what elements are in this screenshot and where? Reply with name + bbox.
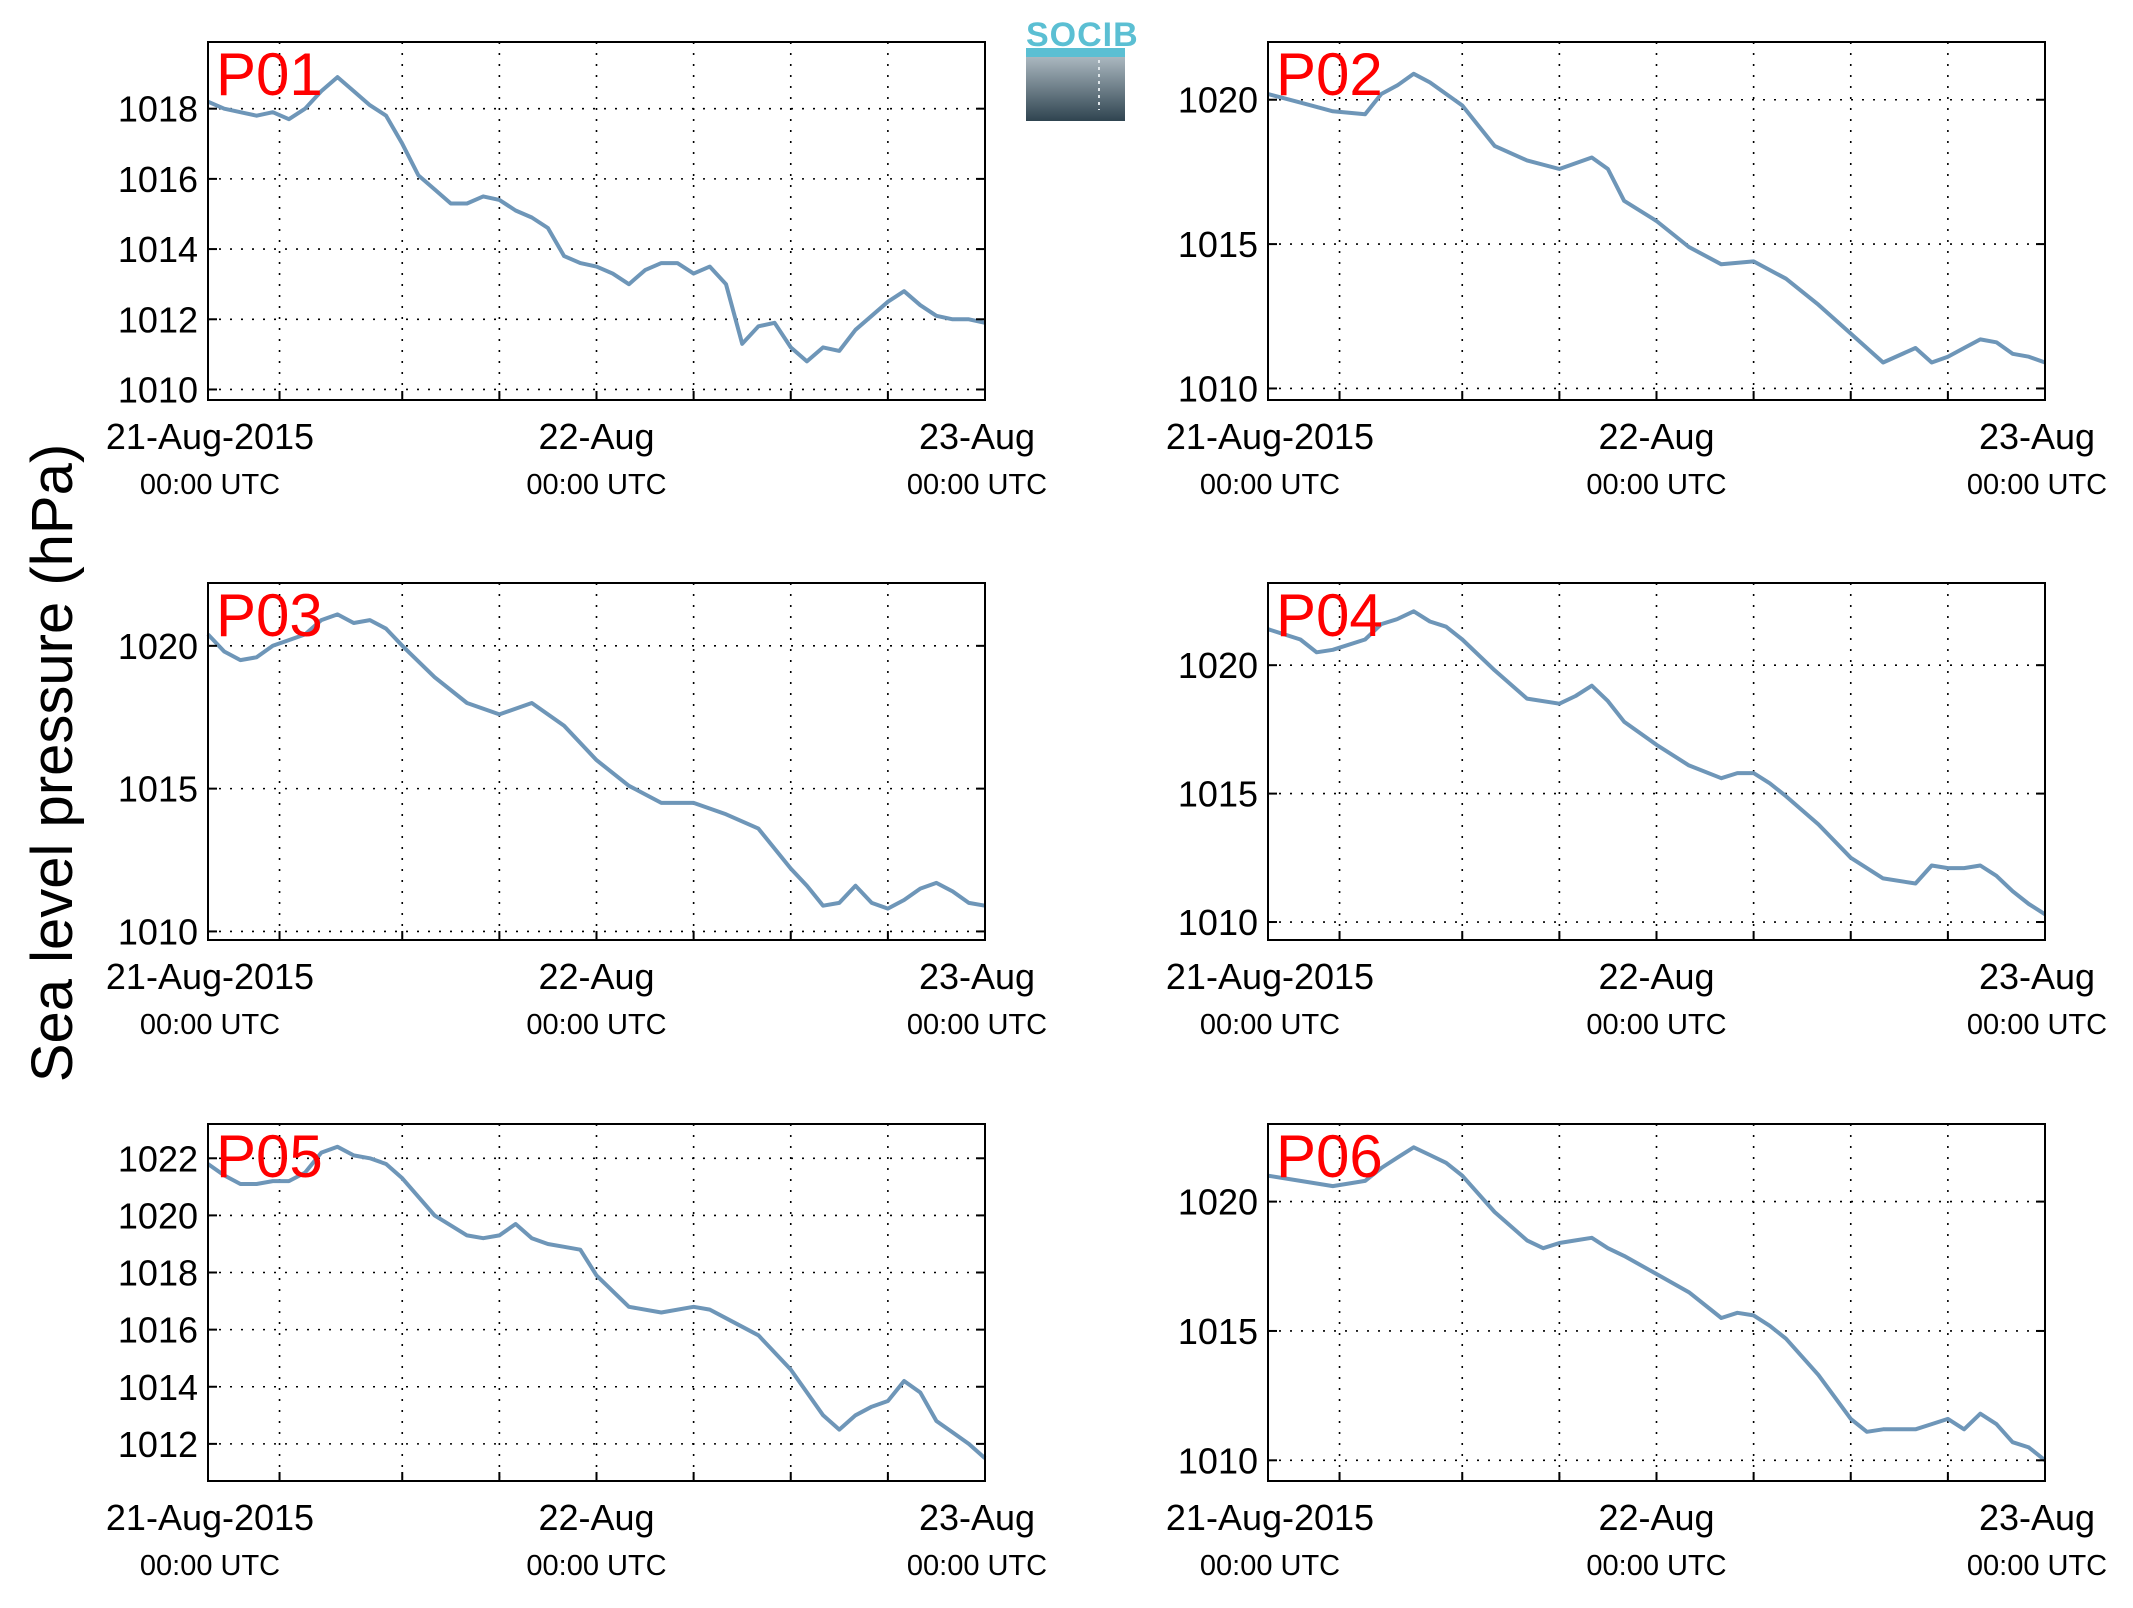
panel-title: P02 — [1276, 41, 1383, 108]
x-tick-label: 23-Aug — [1979, 956, 2095, 997]
x-tick-label: 22-Aug — [538, 416, 654, 457]
y-tick-label: 1020 — [118, 626, 198, 667]
plot-frame — [1267, 1123, 2046, 1482]
x-tick-label: 23-Aug — [919, 956, 1035, 997]
x-tick-sublabel: 00:00 UTC — [140, 1009, 280, 1041]
x-tick-sublabel: 00:00 UTC — [1967, 1009, 2107, 1041]
x-tick-sublabel: 00:00 UTC — [1967, 469, 2107, 501]
logo-wave — [1026, 48, 1125, 57]
y-tick-label: 1015 — [1178, 1311, 1258, 1352]
y-tick-label: 1022 — [118, 1138, 198, 1179]
y-axis-label: Sea level pressure (hPa) — [20, 444, 85, 1082]
y-tick-label: 1010 — [1178, 1440, 1258, 1481]
x-tick-label: 22-Aug — [538, 1497, 654, 1538]
x-tick-sublabel: 00:00 UTC — [1586, 469, 1726, 501]
x-tick-sublabel: 00:00 UTC — [1586, 1550, 1726, 1582]
x-tick-sublabel: 00:00 UTC — [526, 1009, 666, 1041]
x-tick-label: 23-Aug — [919, 416, 1035, 457]
y-tick-label: 1016 — [118, 1310, 198, 1351]
x-tick-sublabel: 00:00 UTC — [1967, 1550, 2107, 1582]
series-line — [206, 1144, 987, 1460]
y-tick-label: 1015 — [1178, 224, 1258, 265]
y-tick-label: 1018 — [118, 89, 198, 130]
panel-title: P03 — [216, 582, 323, 649]
x-tick-sublabel: 00:00 UTC — [526, 469, 666, 501]
panel-p02: 1010 1015 1020 21-Aug-2015 00:00 UTC 22-Aug 00… — [1166, 41, 2107, 501]
y-tick-label: 1010 — [118, 369, 198, 410]
series-line — [206, 612, 986, 911]
plot-frame — [207, 41, 986, 401]
x-tick-sublabel: 00:00 UTC — [140, 1550, 280, 1582]
y-tick-label: 1012 — [118, 1424, 198, 1465]
x-tick-label: 23-Aug — [919, 1497, 1035, 1538]
x-tick-sublabel: 00:00 UTC — [907, 469, 1047, 501]
x-tick-label: 21-Aug-2015 — [1166, 1497, 1374, 1538]
y-tick-label: 1020 — [1178, 1182, 1258, 1223]
x-tick-label: 21-Aug-2015 — [106, 416, 314, 457]
y-tick-label: 1014 — [118, 229, 198, 270]
y-tick-label: 1020 — [1178, 80, 1258, 121]
x-tick-sublabel: 00:00 UTC — [907, 1550, 1047, 1582]
panel-p03: 1010 1015 1020 21-Aug-2015 00:00 UTC 22-Aug 00… — [106, 582, 1047, 1041]
x-tick-label: 22-Aug — [1598, 956, 1714, 997]
x-tick-label: 21-Aug-2015 — [106, 1497, 314, 1538]
y-tick-label: 1020 — [118, 1195, 198, 1236]
y-tick-label: 1010 — [1178, 368, 1258, 409]
x-tick-sublabel: 00:00 UTC — [1586, 1009, 1726, 1041]
x-tick-label: 23-Aug — [1979, 1497, 2095, 1538]
y-tick-label: 1014 — [118, 1367, 198, 1408]
x-tick-sublabel: 00:00 UTC — [140, 469, 280, 501]
y-tick-label: 1016 — [118, 159, 198, 200]
panel-title: P01 — [216, 41, 323, 108]
x-tick-sublabel: 00:00 UTC — [526, 1550, 666, 1582]
panel-title: P04 — [1276, 582, 1383, 649]
x-tick-label: 23-Aug — [1979, 416, 2095, 457]
socib-logo: SOCIB — [1026, 16, 1139, 121]
logo-text: SOCIB — [1026, 16, 1139, 54]
y-tick-label: 1010 — [118, 911, 198, 952]
plot-frame — [207, 1123, 986, 1482]
x-tick-sublabel: 00:00 UTC — [907, 1009, 1047, 1041]
y-tick-label: 1020 — [1178, 645, 1258, 686]
x-tick-label: 21-Aug-2015 — [106, 956, 314, 997]
series-line — [1267, 71, 2046, 365]
series-line — [1267, 609, 2047, 916]
series-line — [1267, 1145, 2047, 1462]
y-tick-label: 1012 — [118, 299, 198, 340]
x-tick-label: 21-Aug-2015 — [1166, 416, 1374, 457]
panel-title: P05 — [216, 1123, 323, 1190]
x-tick-sublabel: 00:00 UTC — [1200, 1550, 1340, 1582]
panel-p06: 1010 1015 1020 21-Aug-2015 00:00 UTC 22-Aug 00… — [1166, 1123, 2107, 1582]
series-line — [207, 75, 986, 364]
x-tick-sublabel: 00:00 UTC — [1200, 469, 1340, 501]
y-tick-label: 1010 — [1178, 902, 1258, 943]
plot-frame — [1267, 582, 2046, 941]
y-tick-label: 1018 — [118, 1253, 198, 1294]
x-tick-label: 22-Aug — [1598, 1497, 1714, 1538]
y-tick-label: 1015 — [1178, 774, 1258, 815]
panel-p01: 1010 1012 1014 1016 1018 21-Aug-2015 00:00 UTC… — [106, 41, 1047, 501]
x-tick-label: 22-Aug — [538, 956, 654, 997]
panel-p04: 1010 1015 1020 21-Aug-2015 00:00 UTC 22-Aug 00… — [1166, 582, 2107, 1041]
panel-p05: 1012 1014 1016 1018 1020 1022 21-Aug-2015 00:00… — [106, 1123, 1047, 1582]
panel-title: P06 — [1276, 1123, 1383, 1190]
logo-block — [1026, 57, 1125, 121]
x-tick-label: 22-Aug — [1598, 416, 1714, 457]
x-tick-sublabel: 00:00 UTC — [1200, 1009, 1340, 1041]
y-tick-label: 1015 — [118, 769, 198, 810]
x-tick-label: 21-Aug-2015 — [1166, 956, 1374, 997]
